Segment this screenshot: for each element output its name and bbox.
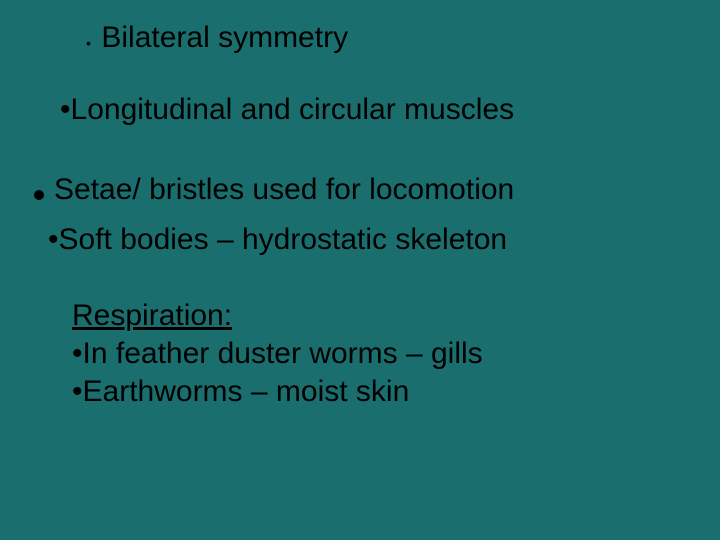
bullet-text: Earthworms – moist skin bbox=[83, 375, 410, 408]
bullet-text: Bilateral symmetry bbox=[101, 21, 348, 54]
bullet-icon: • bbox=[72, 337, 83, 370]
bullet-icon: • bbox=[72, 375, 83, 408]
respiration-heading-line: Respiration: bbox=[72, 298, 232, 334]
respiration-point-2: •Earthworms – moist skin bbox=[72, 374, 409, 410]
bullet-text: Soft bodies – hydrostatic skeleton bbox=[59, 223, 508, 256]
dot-icon bbox=[34, 190, 44, 200]
bullet-icon: • bbox=[86, 35, 91, 51]
respiration-heading: Respiration: bbox=[72, 299, 232, 332]
bullet-line-1: • Bilateral symmetry bbox=[86, 20, 348, 56]
bullet-text: Setae/ bristles used for locomotion bbox=[54, 173, 514, 206]
bullet-line-3: Setae/ bristles used for locomotion bbox=[34, 172, 514, 208]
bullet-icon: • bbox=[60, 93, 71, 126]
bullet-text: In feather duster worms – gills bbox=[83, 337, 483, 370]
bullet-line-4: •Soft bodies – hydrostatic skeleton bbox=[48, 222, 507, 258]
bullet-line-2: •Longitudinal and circular muscles bbox=[60, 92, 514, 128]
bullet-text: Longitudinal and circular muscles bbox=[71, 93, 515, 126]
bullet-icon: • bbox=[48, 223, 59, 256]
respiration-point-1: •In feather duster worms – gills bbox=[72, 336, 483, 372]
